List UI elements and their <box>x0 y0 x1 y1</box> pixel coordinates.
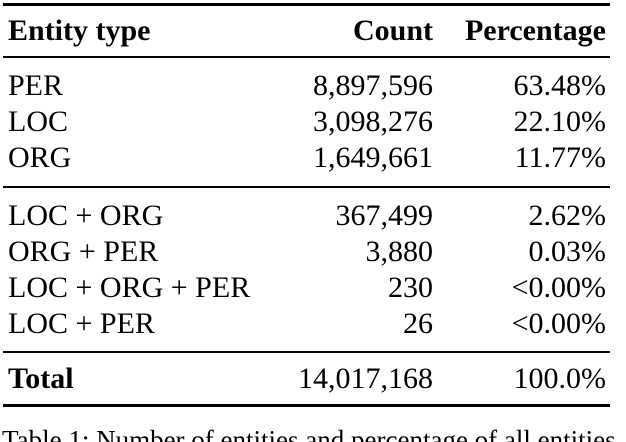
total-percentage-cell: 100.0% <box>513 361 607 395</box>
group-divider-rule <box>3 186 610 188</box>
header-count: Count <box>352 14 433 47</box>
table-bottom-rule <box>3 404 610 407</box>
table-caption: Table 1: Number of entities and percenta… <box>2 425 616 442</box>
count-cell: 230 <box>388 271 433 304</box>
percentage-cell: <0.00% <box>511 271 606 304</box>
total-label-cell: Total <box>8 361 74 395</box>
table-header-row: Entity type Count Percentage <box>3 6 610 56</box>
count-cell: 3,098,276 <box>313 105 433 138</box>
count-cell: 1,649,661 <box>313 141 433 174</box>
entity-type-cell: PER <box>8 69 64 102</box>
table-total-row: Total 14,017,168 100.0% <box>3 353 610 404</box>
table-row: ORG + PER 3,880 0.03% <box>3 234 610 270</box>
single-entity-group: PER 8,897,596 63.48% LOC 3,098,276 22.10… <box>3 58 610 186</box>
percentage-cell: 63.48% <box>513 69 607 102</box>
percentage-cell: <0.00% <box>511 307 606 340</box>
percentage-cell: 2.62% <box>528 199 607 232</box>
entity-type-cell: LOC <box>8 105 68 138</box>
table-top-rule <box>3 3 610 6</box>
header-percentage: Percentage <box>464 14 606 47</box>
percentage-cell: 11.77% <box>514 141 606 174</box>
entity-statistics-table: Entity type Count Percentage PER 8,897,5… <box>3 3 610 407</box>
table-row: PER 8,897,596 63.48% <box>3 68 610 104</box>
table-row: LOC + PER 26 <0.00% <box>3 306 610 342</box>
multi-entity-group: LOC + ORG 367,499 2.62% ORG + PER 3,880 … <box>3 188 610 351</box>
percentage-cell: 0.03% <box>528 235 607 268</box>
percentage-cell: 22.10% <box>513 105 607 138</box>
count-cell: 8,897,596 <box>313 69 433 102</box>
table-row: ORG 1,649,661 11.77% <box>3 140 610 176</box>
entity-type-cell: LOC + ORG + PER <box>8 271 251 304</box>
table-row: LOC 3,098,276 22.10% <box>3 104 610 140</box>
total-count-cell: 14,017,168 <box>298 361 433 395</box>
header-divider-rule <box>3 56 610 58</box>
entity-type-cell: LOC + PER <box>8 307 155 340</box>
entity-type-cell: ORG + PER <box>8 235 159 268</box>
header-entity-type: Entity type <box>8 14 151 47</box>
total-divider-rule <box>3 351 610 353</box>
count-cell: 26 <box>403 307 433 340</box>
entity-type-cell: ORG <box>8 141 72 174</box>
table-row: LOC + ORG + PER 230 <0.00% <box>3 270 610 306</box>
table-row: LOC + ORG 367,499 2.62% <box>3 198 610 234</box>
entity-type-cell: LOC + ORG <box>8 199 164 232</box>
count-cell: 367,499 <box>335 199 434 232</box>
count-cell: 3,880 <box>365 235 434 268</box>
